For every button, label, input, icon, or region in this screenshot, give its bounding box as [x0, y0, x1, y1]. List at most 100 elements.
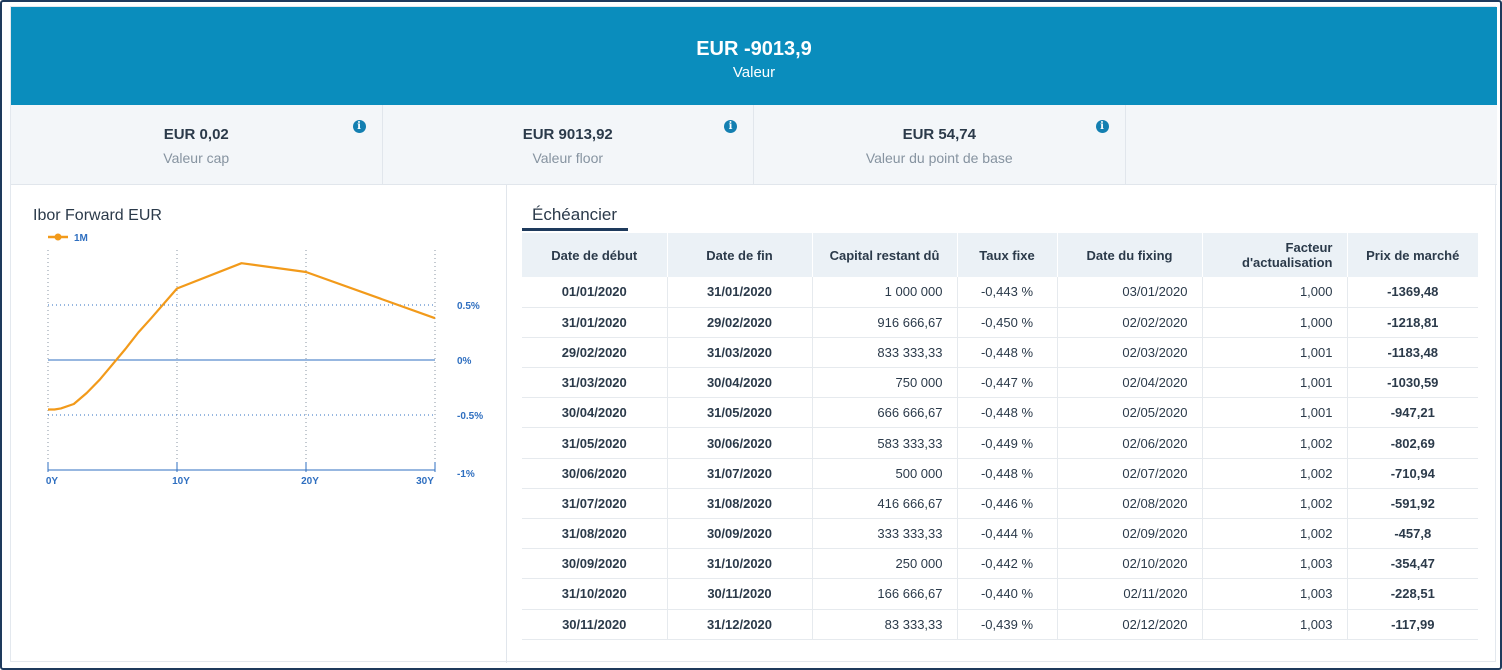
- x-tick-label: 10Y: [172, 476, 190, 487]
- cell-discount-factor: 1,002: [1202, 518, 1348, 550]
- cell-fixing-date: 02/07/2020: [1057, 458, 1203, 489]
- cell-fixing-date: 02/02/2020: [1057, 307, 1203, 338]
- cell-capital: 583 333,33: [812, 427, 958, 459]
- info-icon[interactable]: i: [1095, 120, 1109, 133]
- kpi-value: EUR 0,02: [163, 126, 229, 143]
- total-value: EUR -9013,9: [696, 38, 812, 60]
- kpi-value: EUR 9013,92: [522, 126, 613, 143]
- cell-fixed-rate: -0,444 %: [957, 518, 1058, 550]
- x-tick-label: 20Y: [301, 476, 319, 487]
- cell-discount-factor: 1,002: [1202, 488, 1348, 520]
- cell-end-date: 31/05/2020: [667, 397, 813, 429]
- table-row: 30/06/2020 31/07/2020 500 000 -0,448 % 02/07…: [522, 458, 1478, 489]
- tab-echeancier[interactable]: Échéancier: [522, 205, 628, 231]
- cell-discount-factor: 1,002: [1202, 427, 1348, 459]
- cell-end-date: 31/10/2020: [667, 548, 813, 580]
- cell-end-date: 30/11/2020: [667, 578, 813, 610]
- kpi-row: EUR 0,02 Valeur cap i EUR 9013,92 Valeur…: [11, 105, 1497, 185]
- cell-fixing-date: 03/01/2020: [1057, 277, 1203, 308]
- schedule-body: 01/01/2020 31/01/2020 1 000 000 -0,443 % 03/…: [522, 277, 1478, 640]
- schedule-panel: Échéancier Date de début Date de fin Cap…: [508, 185, 1497, 663]
- cell-capital: 83 333,33: [812, 609, 958, 640]
- cell-start-date: 30/11/2020: [522, 609, 668, 640]
- kpi-cap: EUR 0,02 Valeur cap i: [11, 105, 383, 185]
- cell-discount-factor: 1,001: [1202, 367, 1348, 399]
- chart-title: Ibor Forward EUR: [33, 207, 162, 224]
- kpi-value: EUR 54,74: [902, 126, 976, 143]
- cell-end-date: 31/12/2020: [667, 609, 813, 640]
- col-capital[interactable]: Capital restant dû: [812, 233, 958, 277]
- cell-end-date: 30/09/2020: [667, 518, 813, 550]
- total-value-label: Valeur: [732, 64, 776, 81]
- cell-fixing-date: 02/10/2020: [1057, 548, 1203, 580]
- cell-capital: 750 000: [812, 367, 958, 399]
- cell-fixing-date: 02/04/2020: [1057, 367, 1203, 399]
- cell-start-date: 30/06/2020: [522, 458, 668, 489]
- x-tick-label: 0Y: [46, 476, 59, 487]
- cell-fixing-date: 02/12/2020: [1057, 609, 1203, 640]
- cell-fixed-rate: -0,446 %: [957, 488, 1058, 520]
- cell-market-price: -228,51: [1347, 578, 1478, 610]
- cell-fixed-rate: -0,450 %: [957, 307, 1058, 338]
- cell-fixing-date: 02/08/2020: [1057, 488, 1203, 520]
- cell-market-price: -1183,48: [1347, 337, 1478, 369]
- cell-fixed-rate: -0,440 %: [957, 578, 1058, 610]
- cell-capital: 250 000: [812, 548, 958, 580]
- cell-fixed-rate: -0,442 %: [957, 548, 1058, 580]
- cell-discount-factor: 1,003: [1202, 548, 1348, 580]
- cell-market-price: -802,69: [1347, 427, 1478, 459]
- value-header: EUR -9013,9 Valeur: [11, 7, 1497, 105]
- table-row: 01/01/2020 31/01/2020 1 000 000 -0,443 % 03/…: [522, 277, 1478, 308]
- y-tick-label: 0.5%: [457, 301, 480, 312]
- cell-market-price: -1030,59: [1347, 367, 1478, 399]
- cell-capital: 500 000: [812, 458, 958, 489]
- cell-market-price: -1218,81: [1347, 307, 1478, 338]
- table-row: 31/01/2020 29/02/2020 916 666,67 -0,450 % 02…: [522, 307, 1478, 338]
- col-fixing-date[interactable]: Date du fixing: [1057, 233, 1203, 277]
- cell-start-date: 31/01/2020: [522, 307, 668, 338]
- cell-fixed-rate: -0,439 %: [957, 609, 1058, 640]
- y-tick-label: 0%: [457, 356, 472, 367]
- cell-capital: 1 000 000: [812, 277, 958, 308]
- cell-capital: 416 666,67: [812, 488, 958, 520]
- col-start-date[interactable]: Date de début: [522, 233, 668, 277]
- col-end-date[interactable]: Date de fin: [667, 233, 813, 277]
- table-row: 31/07/2020 31/08/2020 416 666,67 -0,446 % 02…: [522, 488, 1478, 520]
- cell-market-price: -354,47: [1347, 548, 1478, 580]
- info-icon[interactable]: i: [724, 120, 737, 133]
- cell-market-price: -710,94: [1347, 458, 1478, 489]
- cell-capital: 916 666,67: [812, 307, 958, 338]
- cell-fixed-rate: -0,447 %: [957, 367, 1058, 399]
- y-tick-label: -0.5%: [457, 411, 483, 422]
- legend-marker: [54, 233, 62, 241]
- col-market-price[interactable]: Prix de marché: [1347, 233, 1478, 277]
- cell-fixing-date: 02/05/2020: [1057, 397, 1203, 429]
- cell-end-date: 29/02/2020: [667, 307, 813, 338]
- kpi-label: Valeur cap: [163, 150, 230, 166]
- cell-discount-factor: 1,003: [1202, 609, 1348, 640]
- cell-start-date: 31/08/2020: [522, 518, 668, 550]
- valuation-panel: EUR -9013,9 Valeur EUR 0,02 Valeur cap i…: [10, 6, 1497, 663]
- cell-capital: 333 333,33: [812, 518, 958, 550]
- info-icon[interactable]: i: [352, 120, 366, 133]
- table-row: 30/09/2020 31/10/2020 250 000 -0,442 % 02/10…: [522, 548, 1478, 580]
- cell-discount-factor: 1,003: [1202, 578, 1348, 610]
- col-fixed-rate[interactable]: Taux fixe: [957, 233, 1058, 277]
- cell-market-price: -591,92: [1347, 488, 1478, 520]
- col-discount-factor[interactable]: Facteur d'actualisation: [1202, 233, 1348, 277]
- cell-fixed-rate: -0,449 %: [957, 427, 1058, 459]
- table-row: 31/10/2020 30/11/2020 166 666,67 -0,440 % 02…: [522, 578, 1478, 610]
- cell-start-date: 31/05/2020: [522, 427, 668, 459]
- cell-discount-factor: 1,000: [1202, 277, 1348, 308]
- schedule-table: Date de début Date de fin Capital restan…: [522, 233, 1478, 640]
- cell-capital: 166 666,67: [812, 578, 958, 610]
- table-header-row: Date de début Date de fin Capital restan…: [522, 233, 1478, 277]
- y-tick-label: -1%: [457, 469, 475, 480]
- cell-end-date: 31/07/2020: [667, 458, 813, 489]
- kpi-basis-point: EUR 54,74 Valeur du point de base i: [754, 105, 1126, 185]
- chart-panel: Ibor Forward EUR 1M 0Y 10Y 20Y 30Y 0.5% 0% -0.5…: [11, 185, 507, 663]
- table-row: 30/11/2020 31/12/2020 83 333,33 -0,439 % 02/…: [522, 609, 1478, 640]
- cell-end-date: 30/04/2020: [667, 367, 813, 399]
- cell-start-date: 30/09/2020: [522, 548, 668, 580]
